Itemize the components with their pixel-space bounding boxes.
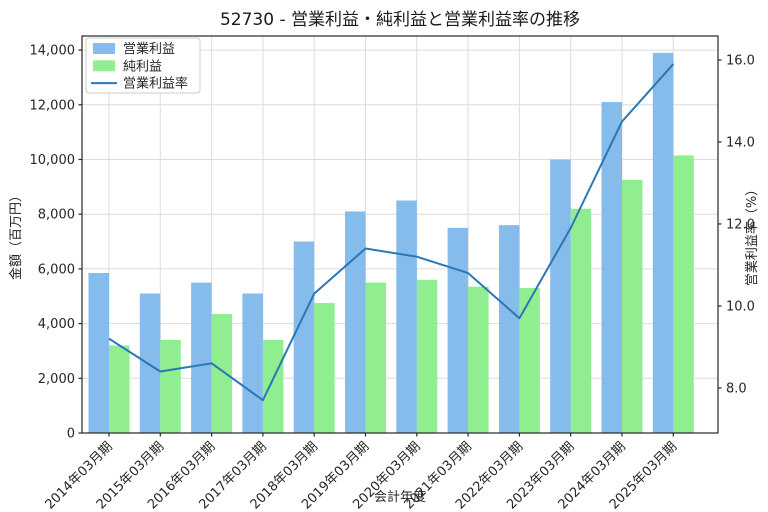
- operating-profit-bars: [88, 52, 674, 434]
- bar: [570, 208, 592, 433]
- x-axis-tick-labels: 2014年03月期2015年03月期2016年03月期2017年03月期2018…: [43, 439, 681, 512]
- bar: [160, 340, 181, 433]
- legend-label: 営業利益: [123, 41, 175, 57]
- legend-swatch-net_profit: [93, 60, 115, 72]
- svg-text:会計年度: 会計年度: [374, 489, 426, 505]
- svg-text:4,000: 4,000: [38, 317, 75, 332]
- svg-text:10.0: 10.0: [726, 299, 755, 314]
- tick-marks: [78, 49, 722, 437]
- operating-margin-line: [108, 63, 675, 402]
- right-axis-tick-labels: 8.0 10.0 12.0 14.0 16.0: [726, 53, 755, 396]
- bar: [262, 340, 284, 433]
- legend-label: 営業利益率: [123, 76, 188, 92]
- legend-label: 純利益: [123, 59, 162, 74]
- svg-text:8,000: 8,000: [38, 208, 75, 223]
- svg-text:12,000: 12,000: [30, 98, 76, 113]
- legend-swatch-operating_profit: [93, 43, 115, 54]
- bar: [191, 282, 212, 433]
- svg-text:0: 0: [67, 427, 75, 442]
- bar: [109, 345, 130, 433]
- left-axis-tick-labels: 0 2,000 4,000 6,000 8,000 10,000 12,000 14,000: [30, 44, 76, 442]
- svg-text:8.0: 8.0: [726, 381, 747, 396]
- svg-text:営業利益率（%）: 営業利益率（%）: [744, 183, 760, 286]
- bar: [550, 159, 571, 433]
- bar: [88, 272, 109, 433]
- bar: [242, 293, 263, 433]
- svg-text:6,000: 6,000: [38, 262, 75, 277]
- svg-text:2,000: 2,000: [38, 372, 75, 387]
- x-axis-label: 会計年度: [374, 489, 426, 505]
- svg-text:12.0: 12.0: [726, 217, 755, 232]
- bar: [519, 288, 540, 433]
- svg-text:14,000: 14,000: [30, 44, 76, 59]
- bar: [139, 293, 161, 433]
- left-axis-label: 金額（百万円）: [8, 189, 24, 280]
- bar: [211, 314, 233, 433]
- svg-text:10,000: 10,000: [30, 153, 76, 168]
- bar: [365, 282, 386, 433]
- bar: [447, 227, 469, 433]
- bar: [673, 155, 694, 433]
- right-axis-label: 営業利益率（%）: [744, 183, 760, 286]
- bar: [622, 180, 643, 433]
- svg-text:16.0: 16.0: [726, 53, 755, 68]
- chart-title: 52730 - 営業利益・純利益と営業利益率の推移: [219, 10, 581, 30]
- bar: [416, 279, 438, 433]
- net-profit-bars: [109, 155, 694, 433]
- bar: [293, 241, 315, 433]
- svg-text:金額（百万円）: 金額（百万円）: [8, 189, 24, 280]
- plot-frame: [81, 35, 719, 434]
- bar: [652, 52, 674, 434]
- bar: [498, 225, 520, 433]
- bar: [601, 102, 622, 433]
- bar: [314, 303, 335, 433]
- bar: [468, 286, 489, 433]
- bar: [345, 211, 366, 433]
- svg-text:14.0: 14.0: [726, 135, 755, 150]
- bar: [396, 200, 417, 433]
